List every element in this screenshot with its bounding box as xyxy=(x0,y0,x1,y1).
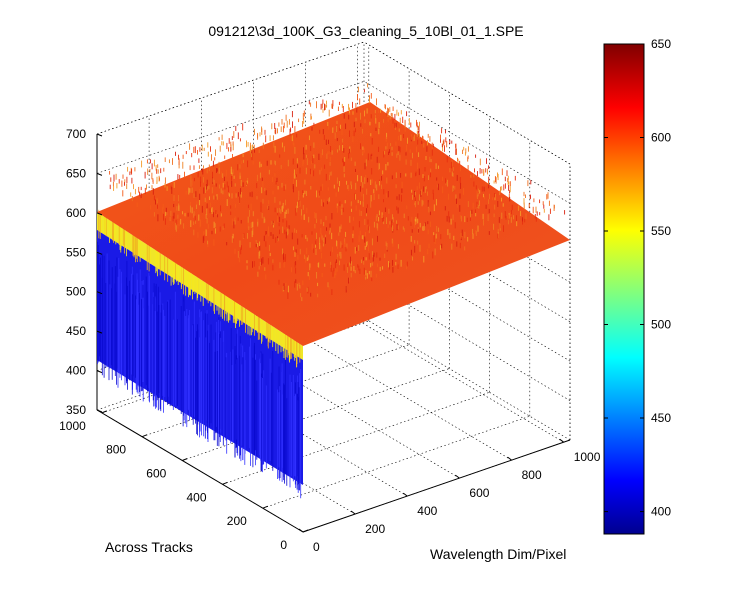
x-tick-label: 200 xyxy=(365,522,385,536)
grid-y-floor xyxy=(222,392,490,485)
y-tick-label: 800 xyxy=(106,443,126,457)
y-tick-label: 0 xyxy=(280,538,287,552)
x-tick-mark xyxy=(507,456,512,461)
x-tick-mark xyxy=(298,528,304,533)
y-tick-mark xyxy=(141,434,148,438)
y-tick-label: 400 xyxy=(186,490,206,504)
colorbar-tick-label: 400 xyxy=(651,505,671,519)
colorbar-tick-label: 650 xyxy=(651,37,671,51)
y-tick-label: 600 xyxy=(146,467,166,481)
z-tick-mark xyxy=(96,172,103,176)
y-tick-mark xyxy=(182,458,188,461)
grid-y-floor xyxy=(182,368,450,461)
x-tick-label: 1000 xyxy=(574,450,601,464)
z-tick-mark xyxy=(96,370,103,374)
z-tick-label: 350 xyxy=(66,403,86,417)
y-axis-label: Across Tracks xyxy=(105,539,193,555)
surface xyxy=(97,83,570,499)
y-tick-mark xyxy=(262,505,268,509)
x-tick-mark xyxy=(402,492,408,497)
z-tick-label: 400 xyxy=(66,364,86,378)
colorbar-tick-label: 550 xyxy=(651,224,671,238)
x-tick-label: 600 xyxy=(469,486,489,500)
x-tick-mark xyxy=(559,438,565,443)
axis-y-line xyxy=(96,409,304,533)
x-tick-label: 400 xyxy=(417,504,437,518)
z-tick-mark xyxy=(96,212,103,216)
z-tick-mark xyxy=(96,409,103,413)
z-tick-label: 550 xyxy=(66,245,86,259)
z-tick-mark xyxy=(96,251,103,255)
x-axis-label: Wavelength Dim/Pixel xyxy=(430,546,566,562)
grid-y-floor xyxy=(262,415,530,509)
x-tick-mark xyxy=(455,474,460,479)
colorbar-tick-label: 500 xyxy=(651,318,671,332)
z-tick-mark xyxy=(96,330,103,334)
y-tick-label: 1000 xyxy=(59,419,86,433)
grid-z-back xyxy=(96,81,365,174)
z-tick-mark xyxy=(96,133,103,137)
grid-edge xyxy=(96,41,365,135)
z-tick-mark xyxy=(96,291,103,295)
chart-title: 091212\3d_100K_G3_cleaning_5_10Bl_01_1.S… xyxy=(208,23,523,39)
grid-y-floor xyxy=(302,439,571,533)
y-tick-mark xyxy=(222,481,228,485)
grid-x-floor xyxy=(305,337,512,461)
grid-x-floor xyxy=(357,319,564,443)
x-tick-label: 0 xyxy=(313,540,320,554)
y-tick-mark xyxy=(101,410,107,414)
z-tick-label: 650 xyxy=(66,166,86,180)
z-tick-label: 700 xyxy=(66,127,86,141)
y-tick-label: 200 xyxy=(227,514,247,528)
z-tick-label: 450 xyxy=(66,324,86,338)
colorbar-tick-label: 450 xyxy=(651,411,671,425)
z-tick-label: 500 xyxy=(66,285,86,299)
colorbar xyxy=(603,43,645,535)
x-tick-mark xyxy=(350,510,356,515)
z-tick-label: 600 xyxy=(66,206,86,220)
grid-z-right xyxy=(363,317,571,441)
y-tick-mark xyxy=(302,529,309,533)
colorbar-tick-label: 600 xyxy=(651,131,671,145)
x-tick-label: 800 xyxy=(522,468,542,482)
